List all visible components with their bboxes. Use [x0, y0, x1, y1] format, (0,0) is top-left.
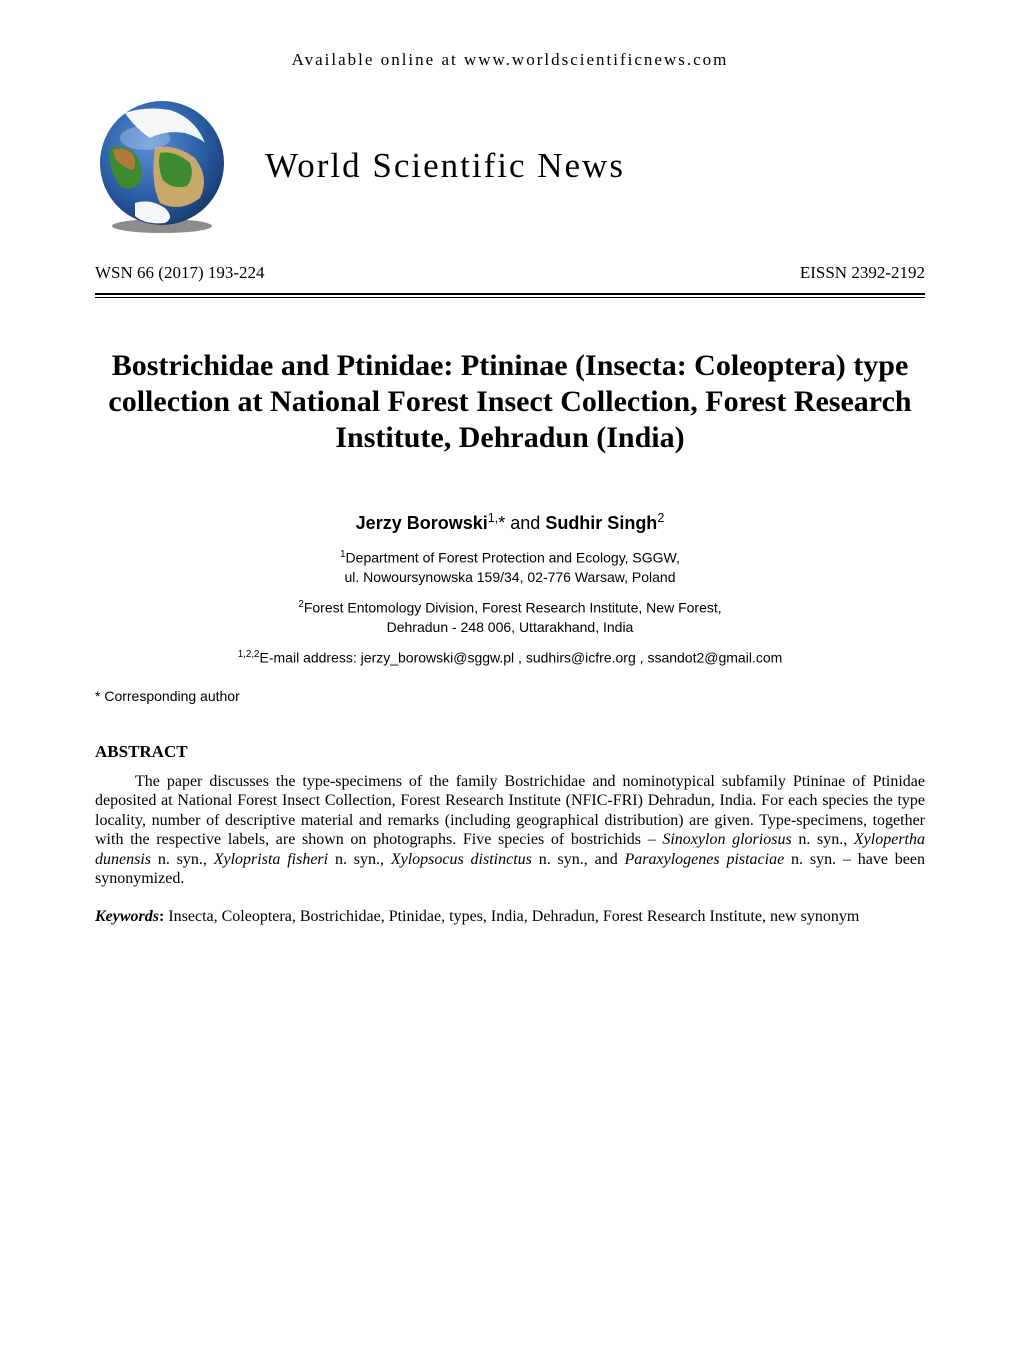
aff2-line1: Forest Entomology Division, Forest Resea… [304, 600, 722, 616]
keywords-text: Insecta, Coleoptera, Bostrichidae, Ptini… [168, 908, 859, 925]
keywords-colon: : [159, 908, 168, 925]
affiliation-2: 2Forest Entomology Division, Forest Rese… [95, 598, 925, 636]
keywords-label: Keywords [95, 908, 159, 925]
abstract-c1: n. syn., [792, 831, 854, 848]
email-sep-2: , [636, 650, 648, 666]
corresponding-author: * Corresponding author [95, 688, 925, 704]
email-sup: 1,2,2 [238, 649, 260, 660]
abstract-c2: n. syn., [151, 851, 214, 868]
article-title: Bostrichidae and Ptinidae: Ptininae (Ins… [95, 348, 925, 456]
aff1-line2: ul. Nowoursynowska 159/34, 02-776 Warsaw… [345, 569, 676, 585]
aff2-line2: Dehradun - 248 006, Uttarakhand, India [387, 619, 634, 635]
email-2: sudhirs@icfre.org [526, 650, 636, 666]
author-1-sup: 1, [488, 511, 499, 525]
email-line: 1,2,2E-mail address: jerzy_borowski@sggw… [95, 649, 925, 666]
abstract-species-3: Xyloprista fisheri [214, 851, 328, 868]
keywords-line: Keywords: Insecta, Coleoptera, Bostrichi… [95, 907, 925, 927]
abstract-c4: n. syn., and [532, 851, 625, 868]
abstract-species-5: Paraxylogenes pistaciae [625, 851, 785, 868]
affiliation-1: 1Department of Forest Protection and Eco… [95, 548, 925, 586]
globe-logo-icon [95, 98, 230, 233]
email-1: jerzy_borowski@sggw.pl [361, 650, 515, 666]
author-2: Sudhir Singh [545, 513, 657, 533]
email-label: E-mail address: [260, 650, 361, 666]
email-3: ssandot2@gmail.com [647, 650, 782, 666]
author-connector: and [505, 513, 545, 533]
journal-header: World Scientific News [95, 98, 925, 233]
abstract-body: The paper discusses the type-specimens o… [95, 772, 925, 889]
abstract-c3: n. syn., [328, 851, 391, 868]
journal-name: World Scientific News [265, 146, 625, 186]
author-2-sup: 2 [657, 511, 664, 525]
abstract-species-1: Sinoxylon gloriosus [662, 831, 791, 848]
divider [95, 293, 925, 298]
author-1: Jerzy Borowski [356, 513, 488, 533]
abstract-heading: ABSTRACT [95, 742, 925, 762]
issue-row: WSN 66 (2017) 193-224 EISSN 2392-2192 [95, 263, 925, 283]
authors-line: Jerzy Borowski1,* and Sudhir Singh2 [95, 511, 925, 534]
issue-eissn: EISSN 2392-2192 [800, 263, 925, 283]
issue-citation: WSN 66 (2017) 193-224 [95, 263, 265, 283]
abstract-species-4: Xylopsocus distinctus [391, 851, 532, 868]
header-available-online: Available online at www.worldscientificn… [95, 50, 925, 70]
email-sep-1: , [514, 650, 526, 666]
aff1-line1: Department of Forest Protection and Ecol… [346, 550, 680, 566]
